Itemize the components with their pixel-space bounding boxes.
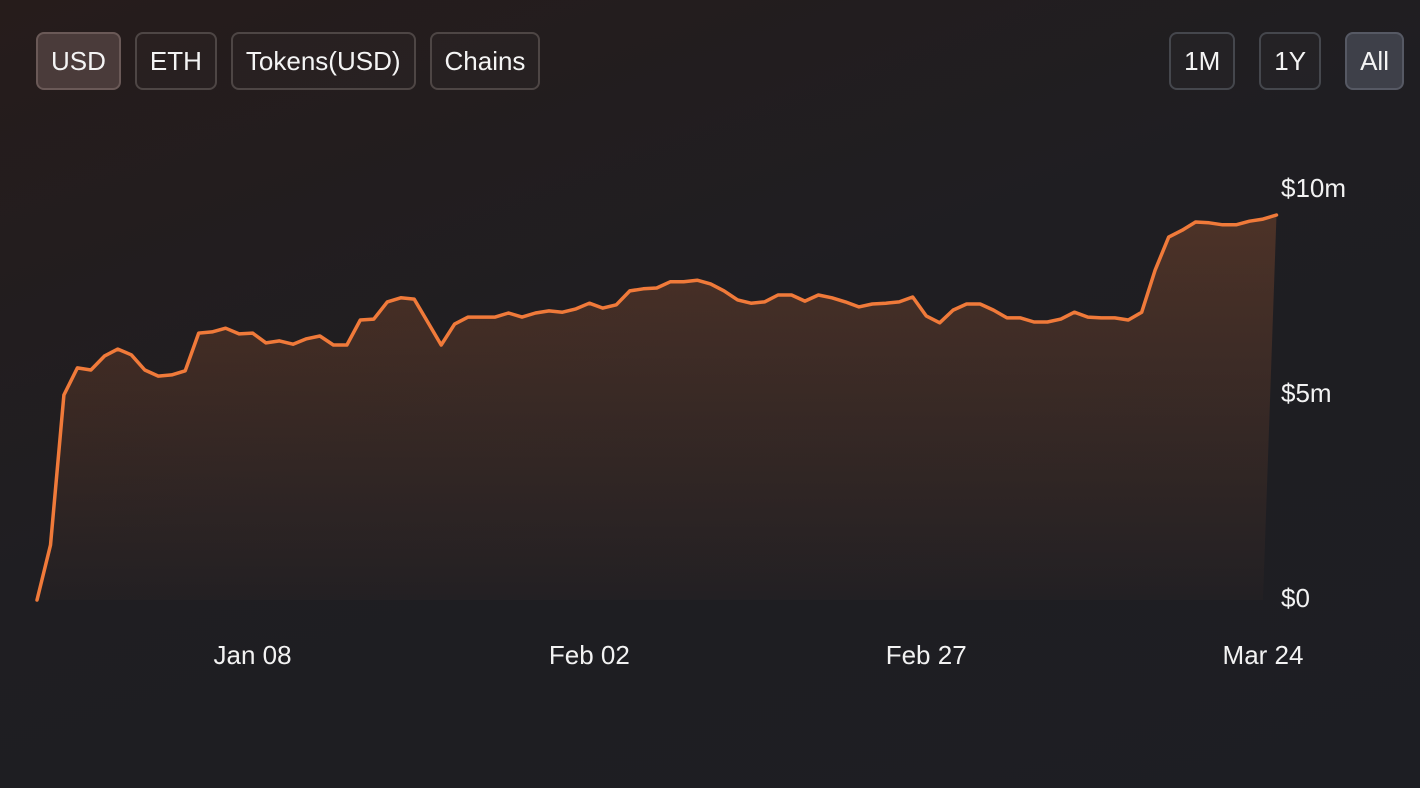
x-tick-label: Feb 02 [549,640,630,670]
tab-button[interactable]: Tokens(USD) [230,32,416,90]
x-tick-label: Feb 27 [886,640,967,670]
tab-button[interactable]: ETH [134,32,217,90]
area-fill [37,215,1277,600]
range-button[interactable]: 1M [1169,32,1236,90]
tab-button[interactable]: USD [36,32,121,90]
x-tick-label: Mar 24 [1223,640,1304,670]
y-tick-label: $10m [1281,173,1346,203]
range-button[interactable]: 1Y [1259,32,1322,90]
range-button[interactable]: All [1345,32,1404,90]
line [35,213,1279,602]
tab-group: USD ETH Tokens(USD) Chains [36,32,541,90]
tab-button[interactable]: Chains [429,32,541,90]
y-tick-label: $0 [1281,583,1310,613]
y-tick-label: $5m [1281,378,1332,408]
range-group: 1M 1Y All [1169,32,1404,90]
x-tick-label: Jan 08 [214,640,292,670]
